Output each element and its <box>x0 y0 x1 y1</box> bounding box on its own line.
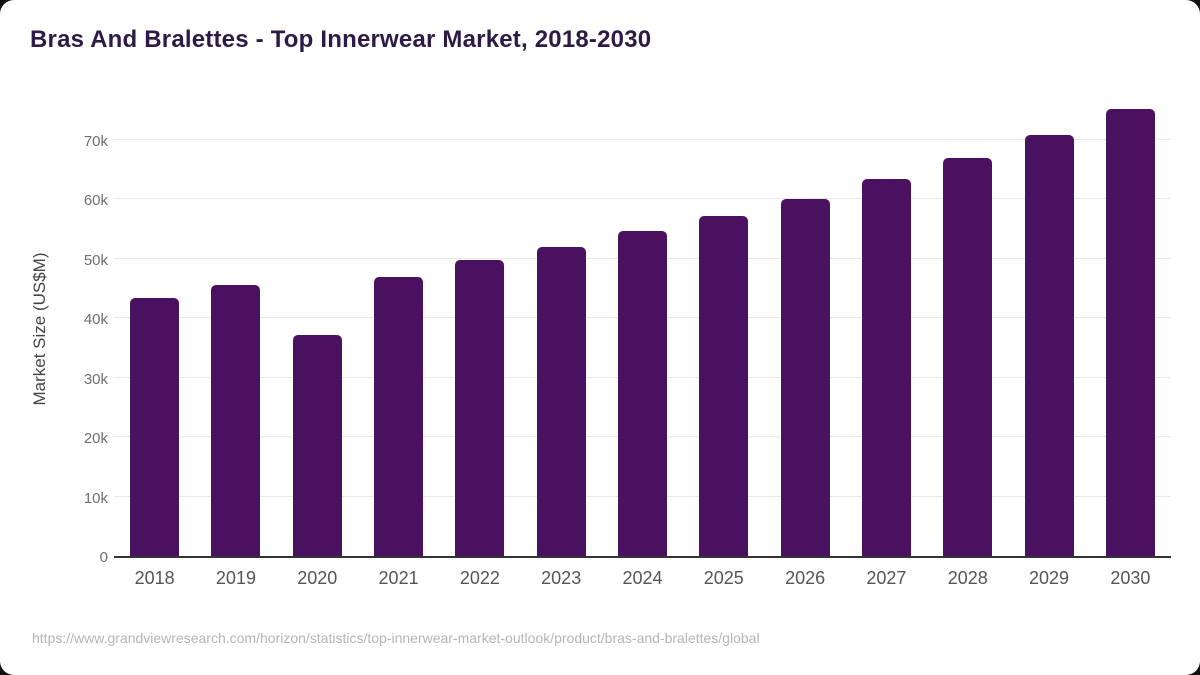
bar-2028[interactable] <box>943 158 993 556</box>
y-tick-label: 0 <box>99 549 108 566</box>
x-axis-tick-labels: 2018 2019 2020 2021 2022 2023 2024 2025 2026 2027… <box>114 568 1171 592</box>
x-tick-label: 2021 <box>378 568 419 588</box>
bar-2027[interactable] <box>861 178 911 556</box>
x-tick-label: 2019 <box>215 568 256 588</box>
y-tick-label: 40k <box>83 311 108 329</box>
x-tick-label: 2026 <box>785 568 826 588</box>
gridline <box>114 138 1171 140</box>
source-url: https://www.grandviewresearch.com/horizo… <box>32 630 760 646</box>
bar-2018[interactable] <box>130 297 180 556</box>
chart-title: Bras And Bralettes - Top Innerwear Marke… <box>30 26 652 53</box>
x-tick-label: 2022 <box>459 568 500 588</box>
plot-area <box>114 100 1171 558</box>
y-tick-label: 10k <box>83 489 108 507</box>
y-tick-label: 50k <box>83 251 108 269</box>
y-tick-label: 70k <box>83 132 108 150</box>
bar-2030[interactable] <box>1105 109 1155 556</box>
y-tick-label: 30k <box>83 370 108 388</box>
x-tick-label: 2025 <box>703 568 744 588</box>
x-tick-label: 2018 <box>134 568 175 588</box>
y-tick-label: 60k <box>83 192 108 210</box>
bar-2020[interactable] <box>292 335 342 556</box>
bar-2023[interactable] <box>536 246 586 556</box>
bar-2024[interactable] <box>618 231 667 556</box>
x-tick-label: 2020 <box>297 568 338 588</box>
x-tick-label: 2023 <box>541 568 582 588</box>
x-tick-label: 2030 <box>1110 568 1151 588</box>
gridline <box>114 198 1171 200</box>
bar-2019[interactable] <box>211 284 261 556</box>
x-tick-label: 2028 <box>947 568 988 588</box>
x-tick-label: 2029 <box>1029 568 1070 588</box>
bar-2021[interactable] <box>374 277 424 556</box>
bar-2025[interactable] <box>699 215 749 556</box>
bar-2022[interactable] <box>455 260 505 556</box>
y-tick-label: 20k <box>83 430 108 448</box>
bar-2029[interactable] <box>1024 135 1074 556</box>
bar-2026[interactable] <box>780 198 830 556</box>
x-tick-label: 2024 <box>622 568 663 588</box>
x-tick-label: 2027 <box>866 568 907 588</box>
